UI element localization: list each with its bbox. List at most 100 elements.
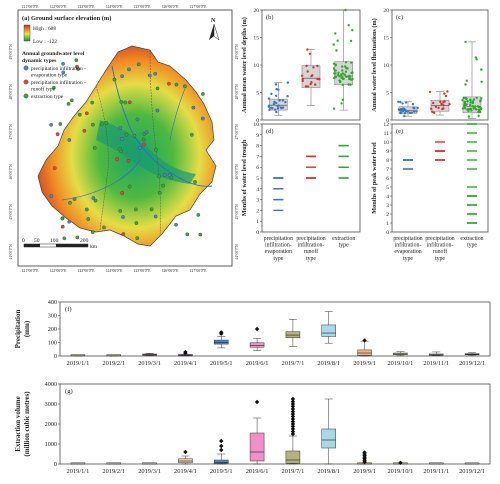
data-point <box>275 87 278 91</box>
well-marker <box>84 207 89 212</box>
data-point <box>440 102 443 106</box>
well-marker <box>67 138 72 142</box>
data-point <box>464 40 467 44</box>
outlier-point <box>290 414 296 419</box>
data-point <box>340 102 343 105</box>
well-marker <box>55 132 60 137</box>
lat-tick-label: 45°00'0"N <box>235 204 239 220</box>
y-tick-label: 2 <box>386 212 389 218</box>
well-marker <box>90 230 95 235</box>
x-tick-label: precipitation <box>425 236 454 242</box>
data-point <box>334 32 337 35</box>
data-point <box>463 107 467 110</box>
data-point <box>267 104 271 108</box>
x-tick-label: 2019/8/1 <box>317 468 340 475</box>
well-marker <box>149 207 154 212</box>
well-marker <box>183 84 187 89</box>
y-tick-label: 7 <box>386 167 389 173</box>
data-point <box>403 112 407 115</box>
data-point <box>277 104 280 107</box>
data-point <box>416 106 419 110</box>
y-tick-label: 9 <box>256 133 259 139</box>
data-point <box>281 106 285 109</box>
well-marker <box>127 67 131 72</box>
well-marker <box>174 222 178 227</box>
outlier-point <box>254 399 260 405</box>
types-legend: precipitation infiltration -evaporation … <box>23 65 86 100</box>
data-point <box>341 65 344 68</box>
panel-f: 0 100 200 300 400 Precipitation (mm) (f) 2019/1/… <box>14 299 491 367</box>
data-point <box>306 48 309 51</box>
well-marker <box>153 71 158 76</box>
lon-tick-label: 127°00'0"E <box>190 269 207 273</box>
data-point <box>279 106 283 109</box>
y-tick-label: 0 <box>386 230 389 236</box>
plot-frame <box>391 123 489 233</box>
data-point <box>333 69 337 72</box>
data-point <box>274 83 278 86</box>
data-point <box>469 98 472 101</box>
map-river <box>111 65 213 187</box>
data-point <box>480 68 483 71</box>
data-point <box>318 78 321 81</box>
outlier-point <box>290 431 296 437</box>
north-arrow-icon: N <box>209 18 220 41</box>
well-marker <box>112 77 117 82</box>
map-subregion-boundary <box>95 85 109 231</box>
well-marker <box>193 180 197 184</box>
well-marker <box>69 98 74 103</box>
lat-tick-label: 48°00'0"N <box>9 84 13 100</box>
x-tick-label: runoff <box>304 248 318 255</box>
well-marker <box>198 232 203 237</box>
data-point <box>332 107 336 110</box>
panel-label: (f) <box>65 306 72 313</box>
legend-high: High : 688 <box>33 26 56 32</box>
legend-label: precipitation infiltration - <box>31 65 86 72</box>
scale-tick-3: 200 <box>80 238 89 244</box>
panel-label: (d) <box>266 128 273 135</box>
data-point <box>275 94 278 98</box>
data-point <box>277 88 280 92</box>
data-point <box>448 103 451 106</box>
y-tick-label: 5 <box>256 91 259 97</box>
well-marker <box>102 225 106 230</box>
y-tick-label: 100 <box>48 340 57 347</box>
well-marker <box>134 221 139 225</box>
data-point <box>465 79 468 82</box>
data-point <box>444 94 448 98</box>
data-point <box>349 39 353 43</box>
well-marker <box>127 184 132 189</box>
data-point <box>351 29 354 32</box>
scale-tick-0: 0 <box>22 238 25 244</box>
x-tick-label: 2019/8/1 <box>317 360 340 367</box>
data-point <box>301 77 304 81</box>
data-point <box>267 97 271 100</box>
well-marker <box>60 224 65 229</box>
y-axis-label: Extraction volume <box>14 396 22 451</box>
data-point <box>306 70 309 73</box>
data-point <box>345 75 348 79</box>
y-tick-label: 5 <box>386 185 389 191</box>
box <box>285 331 301 339</box>
y-tick-label: 3 <box>386 203 389 209</box>
well-marker <box>157 190 162 195</box>
data-point <box>478 110 481 114</box>
x-tick-label: 2019/10/1 <box>387 468 413 475</box>
outlier-point <box>290 419 296 424</box>
data-point <box>333 72 336 75</box>
well-marker <box>174 82 179 87</box>
types-title-2: dynamic types <box>22 58 57 64</box>
y-tick-label: 5 <box>386 91 389 97</box>
data-point <box>471 100 475 104</box>
legend-label: precipitation infiltration - <box>31 79 86 86</box>
well-marker <box>185 232 190 237</box>
north-label: N <box>211 18 216 24</box>
outlier-point <box>362 338 367 343</box>
data-point <box>466 100 469 103</box>
y-tick-label: 15 <box>253 36 259 42</box>
lon-tick-label: 124°00'0"E <box>106 5 123 9</box>
data-point <box>340 73 343 76</box>
data-point <box>443 92 446 95</box>
data-point <box>472 98 476 101</box>
outlier-point <box>219 447 224 453</box>
